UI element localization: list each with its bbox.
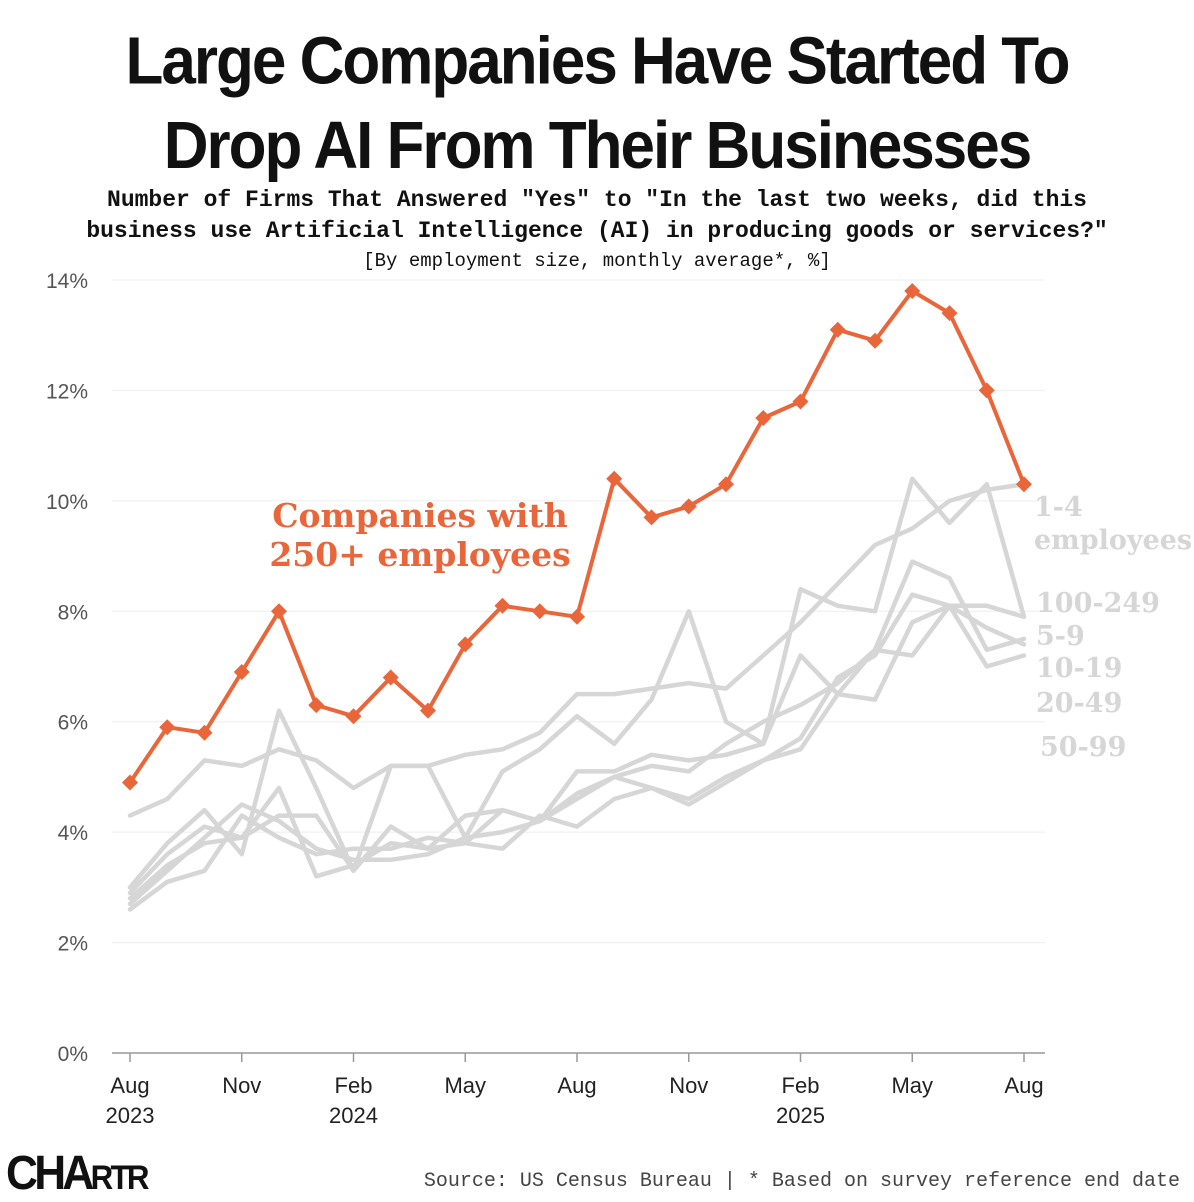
y-tick-label: 4% xyxy=(58,822,88,845)
data-point-marker xyxy=(643,509,660,526)
chart-subtitle: Number of Firms That Answered "Yes" to "… xyxy=(0,185,1194,247)
chart-title: Large Companies Have Started To Drop AI … xyxy=(0,20,1194,188)
title-line-2: Drop AI From Their Businesses xyxy=(163,108,1032,184)
data-point-marker xyxy=(531,603,548,620)
data-point-marker xyxy=(457,636,474,653)
series-end-label: 1-4 xyxy=(1034,492,1083,523)
data-point-marker xyxy=(606,470,623,487)
chartr-logo: CHARTR xyxy=(6,1146,150,1201)
y-tick-label: 8% xyxy=(58,601,88,624)
data-point-marker xyxy=(345,708,362,725)
data-point-marker xyxy=(196,724,213,741)
highlight-annotation-line: Companies with xyxy=(272,496,567,535)
data-point-marker xyxy=(978,382,995,399)
data-point-marker xyxy=(1016,476,1032,493)
x-tick-label: Nov xyxy=(669,1073,708,1098)
series-end-label: 10-19 xyxy=(1036,653,1122,684)
series-end-label: employees xyxy=(1034,525,1192,556)
y-tick-label: 12% xyxy=(46,380,88,403)
series-line-20-49 xyxy=(127,603,1027,901)
data-point-marker xyxy=(122,774,138,791)
x-tick-label: Nov xyxy=(222,1073,261,1098)
series-line-50-99 xyxy=(127,592,1027,912)
y-tick-label: 0% xyxy=(58,1043,88,1066)
x-tick-label: Feb xyxy=(335,1073,373,1098)
logo-text-small: RTR xyxy=(90,1159,150,1197)
data-point-marker xyxy=(792,393,809,410)
y-tick-label: 14% xyxy=(46,270,88,293)
series-end-label: 20-49 xyxy=(1036,688,1122,719)
source-note: Source: US Census Bureau | * Based on su… xyxy=(423,1170,1180,1193)
subtitle-line-2: business use Artificial Intelligence (AI… xyxy=(86,218,1108,244)
data-point-marker xyxy=(494,597,511,614)
x-tick-label: Aug xyxy=(557,1073,596,1098)
data-point-marker xyxy=(382,669,399,686)
data-point-marker xyxy=(941,305,958,322)
data-point-marker xyxy=(904,283,921,300)
data-point-marker xyxy=(829,321,846,338)
data-point-marker xyxy=(159,719,176,736)
logo-text-main: CHA xyxy=(6,1147,94,1200)
data-point-marker xyxy=(569,608,585,625)
x-tick-year-label: 2023 xyxy=(106,1103,155,1128)
series-line-1-4-employees xyxy=(127,482,1027,818)
y-tick-label: 6% xyxy=(58,712,88,735)
x-tick-year-label: 2025 xyxy=(776,1103,825,1128)
data-point-marker xyxy=(680,498,697,515)
highlight-series-layer xyxy=(122,283,1032,791)
x-tick-label: Feb xyxy=(782,1073,820,1098)
x-tick-label: May xyxy=(444,1073,486,1098)
axis-layer: 0% 2% 4% 6% 8% 10% 12% 14% Aug 2023 Nov Feb 2024 May A… xyxy=(46,270,1045,1128)
data-point-marker xyxy=(271,603,287,620)
series-line-10-19 xyxy=(127,603,1027,907)
x-tick-year-label: 2024 xyxy=(329,1103,378,1128)
y-tick-label: 10% xyxy=(46,491,88,514)
x-tick-label: May xyxy=(891,1073,933,1098)
data-point-marker xyxy=(867,332,883,349)
series-end-label: 50-99 xyxy=(1040,732,1126,763)
muted-series-layer xyxy=(127,476,1027,912)
data-point-marker xyxy=(233,664,250,681)
data-point-marker xyxy=(420,702,436,719)
data-point-marker xyxy=(308,697,325,714)
data-point-marker xyxy=(755,410,772,427)
data-point-marker xyxy=(718,476,734,493)
unit-note: [By employment size, monthly average*, %… xyxy=(363,250,831,272)
subtitle-line-1: Number of Firms That Answered "Yes" to "… xyxy=(107,187,1087,213)
y-tick-label: 2% xyxy=(58,933,88,956)
series-end-label: 100-249 xyxy=(1036,588,1160,619)
highlight-annotation-line: 250+ employees xyxy=(269,535,570,574)
x-tick-label: Aug xyxy=(110,1073,149,1098)
series-end-label: 5-9 xyxy=(1036,621,1085,652)
x-tick-label: Aug xyxy=(1004,1073,1043,1098)
title-line-1: Large Companies Have Started To xyxy=(125,24,1071,99)
series-line-100-249 xyxy=(127,476,1027,890)
